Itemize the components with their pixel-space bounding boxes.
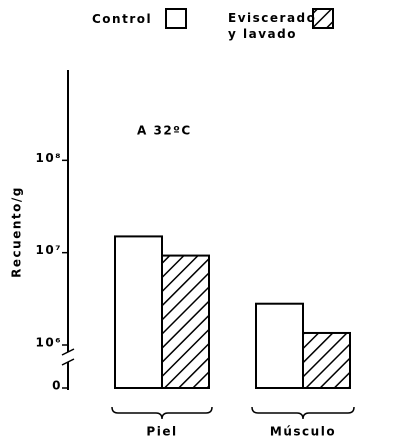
- y-axis-label: Recuento/g: [10, 186, 24, 278]
- y-tick-label: 10⁸: [36, 151, 62, 165]
- brace: [111, 406, 213, 420]
- legend-label: Eviscerado y lavado: [228, 11, 317, 41]
- legend-swatch: [165, 8, 187, 29]
- y-tick-label: 0: [52, 379, 62, 393]
- bar: [114, 235, 163, 389]
- brace: [251, 406, 355, 420]
- bar: [255, 302, 304, 389]
- legend-label: Control: [92, 12, 153, 26]
- legend-swatch: [312, 8, 334, 29]
- y-tick-label: 10⁶: [36, 336, 62, 350]
- axis-break: [61, 348, 75, 356]
- annotation: A 32ºC: [137, 124, 192, 138]
- bar: [302, 331, 351, 390]
- bar: [161, 254, 210, 389]
- axis-break: [61, 358, 75, 366]
- x-tick-label: Piel: [146, 425, 177, 439]
- x-tick-label: Músculo: [270, 425, 336, 439]
- y-tick-label: 10⁷: [36, 243, 62, 257]
